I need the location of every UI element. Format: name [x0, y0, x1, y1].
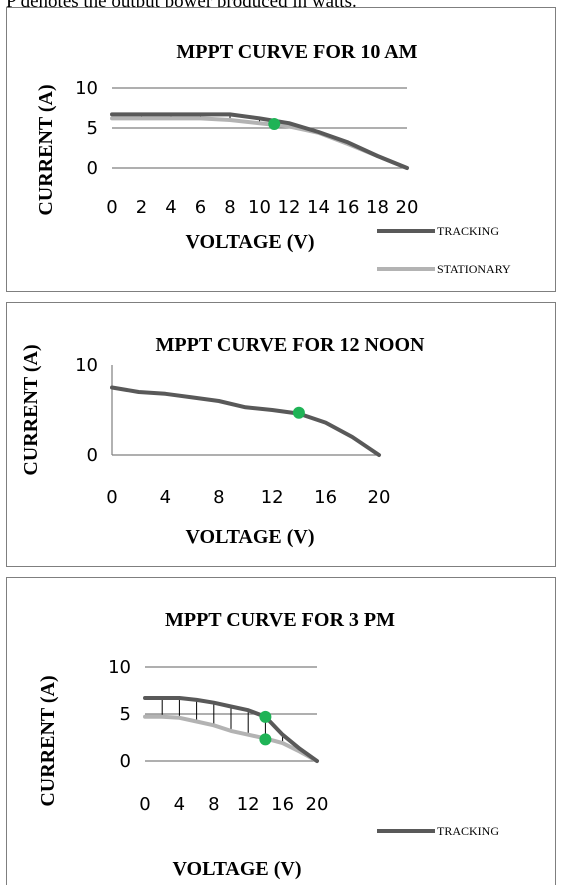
x-tick-label: 10	[248, 197, 271, 218]
x-tick-label: 12	[261, 487, 284, 508]
x-axis-title: VOLTAGE (V)	[172, 858, 301, 880]
x-axis-title: VOLTAGE (V)	[185, 231, 314, 253]
tracking-series-line	[110, 112, 409, 170]
chart-title: MPPT CURVE FOR 10 AM	[176, 41, 417, 63]
tracking-series-line	[143, 696, 319, 763]
x-tick-label: 12	[237, 794, 260, 815]
x-tick-label: 6	[195, 197, 206, 218]
mpp-point	[259, 710, 272, 723]
x-tick-label: 8	[224, 197, 235, 218]
y-tick-label: 10	[75, 78, 98, 99]
x-tick-label: 4	[160, 487, 171, 508]
stationary-series-line	[143, 714, 319, 763]
y-tick-label: 10	[108, 657, 131, 678]
x-tick-label: 16	[314, 487, 337, 508]
x-tick-label: 4	[174, 794, 185, 815]
x-tick-label: 8	[208, 794, 219, 815]
x-tick-label: 20	[368, 487, 391, 508]
mpp-point	[292, 406, 305, 419]
y-tick-label: 0	[87, 158, 98, 179]
y-tick-label: 5	[120, 704, 131, 725]
x-tick-label: 0	[106, 197, 117, 218]
chart-panel-3pm: MPPT CURVE FOR 3 PM 0 5 10 0 4 8 12 16 20 VOLTAGE …	[6, 577, 556, 885]
x-tick-label: 18	[366, 197, 389, 218]
x-tick-label: 2	[136, 197, 147, 218]
y-tick-label: 10	[75, 355, 98, 376]
x-tick-label: 20	[396, 197, 419, 218]
x-tick-label: 8	[213, 487, 224, 508]
legend-label-tracking: TRACKING	[437, 224, 499, 238]
x-tick-label: 16	[337, 197, 360, 218]
x-tick-label: 16	[271, 794, 294, 815]
legend-label-stationary: STATIONARY	[437, 262, 511, 276]
y-tick-label: 0	[120, 751, 131, 772]
x-tick-label: 0	[106, 487, 117, 508]
x-axis-title: VOLTAGE (V)	[185, 526, 314, 548]
tracking-series-line	[110, 385, 381, 457]
y-tick-label: 0	[87, 445, 98, 466]
chart-panel-10am: MPPT CURVE FOR 10 AM 0 5 10 0 2 4 6 8 10 12 14 16 18 2…	[6, 7, 556, 292]
chart-12noon: MPPT CURVE FOR 12 NOON 0 10 0 4 8 12 16 20 VOLTAG…	[20, 334, 425, 548]
y-axis-title: CURRENT (A)	[20, 344, 42, 475]
chart-panel-12noon: MPPT CURVE FOR 12 NOON 0 10 0 4 8 12 16 20 VOLTAG…	[6, 302, 556, 567]
x-tick-label: 0	[139, 794, 150, 815]
stationary-series-line	[110, 116, 409, 170]
mpp-point	[268, 118, 281, 130]
mpp-point	[259, 733, 272, 746]
chart-3pm: MPPT CURVE FOR 3 PM 0 5 10 0 4 8 12 16 20 VOLTAGE …	[37, 609, 499, 880]
y-axis-title: CURRENT (A)	[37, 675, 59, 806]
x-tick-label: 14	[307, 197, 330, 218]
y-tick-label: 5	[87, 118, 98, 139]
chart-title: MPPT CURVE FOR 12 NOON	[156, 334, 425, 356]
y-axis-title: CURRENT (A)	[35, 84, 57, 215]
x-tick-label: 12	[278, 197, 301, 218]
legend-label-tracking: TRACKING	[437, 824, 499, 838]
x-tick-label: 20	[306, 794, 329, 815]
chart-title: MPPT CURVE FOR 3 PM	[165, 609, 395, 631]
x-tick-label: 4	[165, 197, 176, 218]
